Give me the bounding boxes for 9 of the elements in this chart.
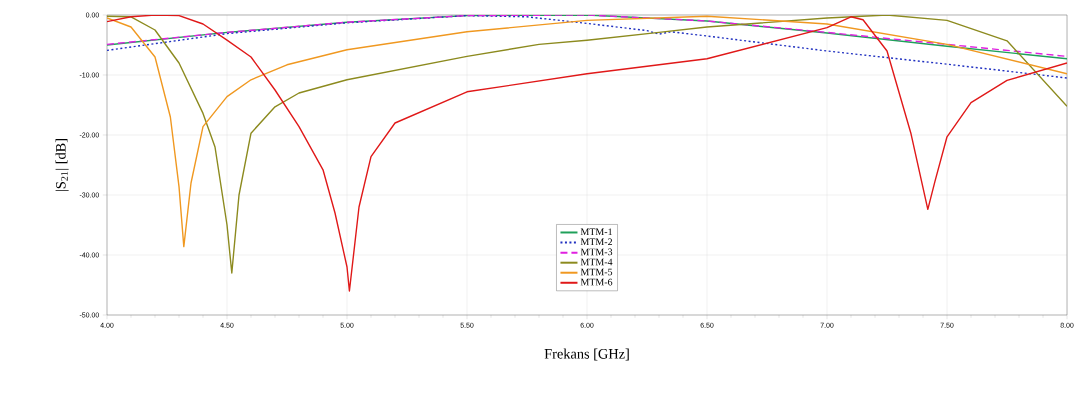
legend-label: MTM-6 bbox=[580, 278, 613, 286]
legend-label: MTM-2 bbox=[580, 238, 613, 246]
line-series bbox=[107, 15, 1068, 79]
legend-label: MTM-5 bbox=[580, 268, 613, 276]
y-axis-title: |S$_{21}$| [dB] bbox=[55, 139, 69, 191]
legend-label: MTM-4 bbox=[580, 258, 613, 266]
legend-label: MTM-1 bbox=[580, 228, 612, 236]
x-axis-title: Frekans [GHz] bbox=[544, 348, 629, 361]
legend-label: MTM-3 bbox=[580, 248, 613, 256]
